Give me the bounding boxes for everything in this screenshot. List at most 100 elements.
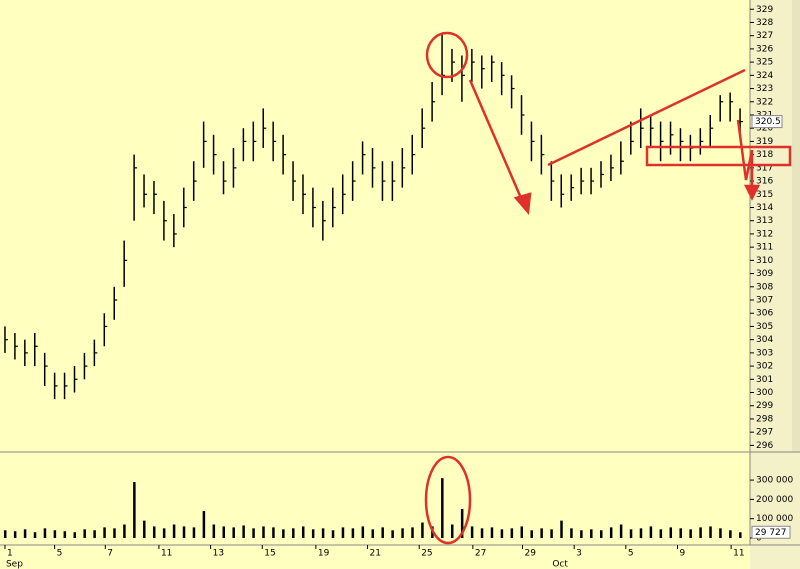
- volume-bar: [580, 530, 583, 538]
- y-tick-label: 309: [756, 269, 773, 279]
- y-tick-label: 100 000: [756, 514, 793, 524]
- volume-bar: [560, 520, 563, 538]
- volume-marker-box: [751, 525, 791, 539]
- y-tick-label: 303: [756, 348, 773, 358]
- volume-bar: [272, 527, 275, 538]
- y-tick-label: 319: [756, 137, 773, 147]
- volume-bar: [282, 529, 285, 538]
- axis-panel: [750, 0, 800, 569]
- volume-bar: [421, 522, 424, 538]
- y-tick-label: 323: [756, 84, 773, 94]
- y-tick-label: 313: [756, 216, 773, 226]
- volume-bar: [570, 528, 573, 538]
- volume-bar: [609, 527, 613, 538]
- volume-bar: [3, 530, 7, 538]
- volume-bar: [222, 526, 226, 538]
- volume-bar: [441, 478, 444, 538]
- volume-marker: 29 727: [755, 528, 787, 538]
- volume-bar: [242, 525, 245, 538]
- volume-bar: [480, 528, 484, 538]
- x-tick-label: 7: [107, 549, 113, 559]
- volume-bar: [133, 482, 136, 538]
- volume-bar: [391, 530, 394, 538]
- y-tick-label: 311: [756, 243, 773, 253]
- volume-bar: [540, 528, 543, 538]
- y-tick-label: 299: [756, 401, 773, 411]
- y-tick-label: 297: [756, 428, 773, 438]
- y-tick-label: 326: [756, 44, 773, 54]
- volume-bar: [649, 526, 653, 538]
- volume-bar: [172, 524, 176, 538]
- y-tick-label: 305: [756, 322, 773, 332]
- arrow-head: [513, 192, 532, 215]
- volume-bar: [43, 528, 47, 538]
- volume-bar: [500, 529, 504, 538]
- volume-bar: [729, 530, 732, 538]
- annotations: [424, 31, 792, 545]
- y-tick-label: 316: [756, 177, 773, 187]
- x-tick-label: 5: [628, 549, 634, 559]
- scrollbar[interactable]: [792, 0, 800, 452]
- y-tick-label: 317: [756, 163, 773, 173]
- y-tick-label: 200 000: [756, 495, 793, 505]
- volume-bar: [530, 530, 533, 538]
- y-tick-label: 298: [756, 414, 773, 424]
- volume-bar: [739, 532, 742, 538]
- y-tick-label: 328: [756, 18, 773, 28]
- y-tick-label: 310: [756, 256, 773, 266]
- volume-bar: [639, 528, 643, 538]
- volume-bar: [411, 527, 414, 538]
- price-marker: 320.5: [755, 117, 781, 127]
- annotation-arrow: [736, 119, 754, 181]
- y-tick-label: 320: [756, 124, 773, 134]
- volume-bar: [252, 528, 255, 538]
- y-tick-label: 300 000: [756, 476, 793, 486]
- x-tick-label: 19: [318, 549, 330, 559]
- volume-bar: [619, 524, 623, 538]
- volume-bar: [490, 527, 494, 538]
- y-tick-label: 312: [756, 229, 773, 239]
- x-tick-label: 13: [213, 549, 224, 559]
- y-tick-label: 325: [756, 58, 773, 68]
- month-label: Oct: [552, 560, 568, 569]
- y-tick-label: 308: [756, 282, 773, 292]
- volume-bar: [13, 531, 17, 538]
- month-label: Sep: [6, 560, 23, 569]
- volume-bar: [351, 528, 355, 538]
- volume-bar: [699, 527, 702, 538]
- annotation-circle: [425, 31, 469, 79]
- volume-bar: [361, 526, 365, 538]
- volume-bar: [113, 528, 116, 538]
- volume-bar: [63, 531, 67, 538]
- volume-bar: [470, 526, 474, 538]
- volume-bar: [520, 526, 524, 538]
- volume-bar: [73, 532, 77, 538]
- volume-bar: [192, 527, 196, 538]
- volume-bar: [212, 524, 216, 538]
- annotation-box: [645, 145, 792, 167]
- volume-bar: [719, 528, 722, 538]
- y-tick-label: 307: [756, 296, 773, 306]
- volume-bar: [460, 509, 464, 538]
- volume-bar: [202, 510, 206, 538]
- volume-bar: [371, 529, 375, 538]
- y-tick-label: 327: [756, 31, 773, 41]
- volume-bar: [93, 530, 96, 538]
- volume-bar: [232, 527, 235, 538]
- volume-bar: [83, 529, 86, 538]
- volume-bar: [689, 529, 692, 538]
- annotation-arrow: [468, 79, 526, 206]
- x-tick-label: 21: [370, 549, 381, 559]
- x-tick-label: 5: [57, 549, 63, 559]
- y-tick-label: 304: [756, 335, 773, 345]
- volume-bar: [590, 529, 593, 538]
- arrow-head: [743, 184, 761, 201]
- x-tick-label: 25: [421, 549, 432, 559]
- volume-bar: [709, 526, 712, 538]
- x-tick-label: 9: [679, 549, 685, 559]
- volume-bar: [152, 526, 156, 538]
- volume-bar: [182, 526, 186, 538]
- y-tick-label: 314: [756, 203, 773, 213]
- volume-bar: [550, 529, 553, 538]
- annotation-line: [547, 68, 746, 167]
